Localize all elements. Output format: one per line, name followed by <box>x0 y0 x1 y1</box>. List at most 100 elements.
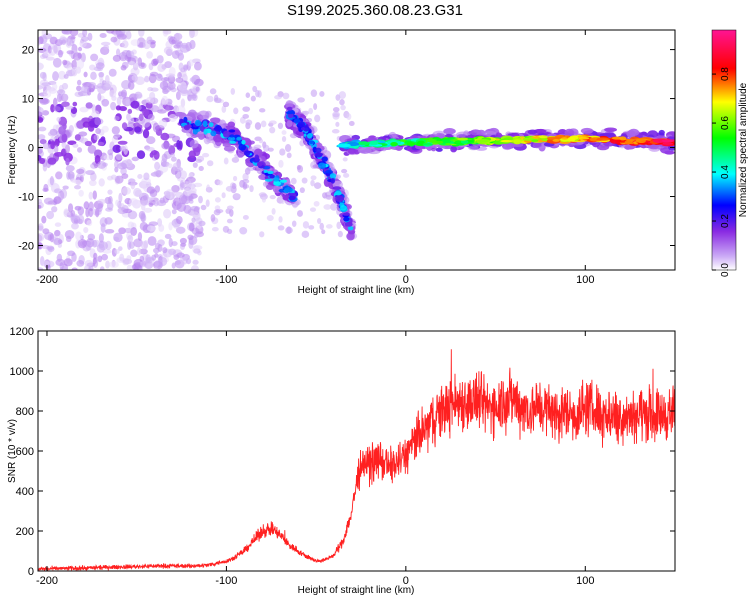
noise-blob <box>126 50 135 58</box>
noise-blob <box>140 241 148 250</box>
noise-blob <box>98 241 109 251</box>
carrier-core <box>427 139 437 143</box>
snr-xtick-label: -200 <box>36 575 58 587</box>
noise-blob <box>188 59 194 67</box>
noise-blob <box>71 222 79 230</box>
noise-blob <box>109 261 119 269</box>
noise-blob <box>146 51 154 59</box>
noise-blob <box>314 114 321 123</box>
noise-blob <box>68 125 74 134</box>
noise-blob <box>217 180 223 186</box>
carrier-core <box>566 137 576 142</box>
noise-blob <box>134 126 142 133</box>
noise-blob <box>138 30 145 37</box>
noise-blob <box>325 224 333 229</box>
noise-blob <box>213 209 221 216</box>
noise-blob <box>98 178 105 187</box>
noise-blob <box>171 262 176 269</box>
descending-track-core <box>256 161 263 167</box>
noise-blob <box>61 142 67 148</box>
second-track-core <box>306 133 313 139</box>
noise-blob <box>225 208 231 214</box>
noise-blob <box>38 223 44 232</box>
noise-blob <box>119 106 128 112</box>
noise-blob <box>54 222 62 227</box>
noise-blob <box>67 250 76 257</box>
carrier-core <box>662 142 674 145</box>
noise-blob <box>319 222 324 231</box>
descending-track-core <box>288 195 296 201</box>
noise-blob <box>110 101 117 111</box>
noise-blob <box>121 173 129 179</box>
noise-blob <box>281 130 287 135</box>
noise-blob <box>109 89 117 98</box>
noise-blob <box>279 148 286 156</box>
noise-blob <box>179 83 188 93</box>
noise-blob <box>200 204 207 211</box>
spectrogram-xtick-label: -100 <box>215 274 237 286</box>
noise-blob <box>296 210 303 217</box>
noise-blob <box>180 256 189 262</box>
carrier-core <box>434 140 444 144</box>
descending-track-core <box>273 177 280 182</box>
carrier-core <box>406 142 416 146</box>
noise-blob <box>202 152 210 158</box>
noise-blob <box>330 203 338 211</box>
noise-blob <box>213 97 222 104</box>
noise-blob <box>171 191 176 197</box>
noise-blob <box>49 233 54 243</box>
noise-blob <box>89 64 96 71</box>
noise-blob <box>188 222 195 232</box>
noise-blob <box>101 253 108 261</box>
spectrogram-ylabel: Frequency (Hz) <box>7 116 18 185</box>
noise-blob <box>162 247 168 254</box>
noise-blob <box>100 136 106 142</box>
noise-blob <box>290 177 297 185</box>
snr-ytick-label: 400 <box>16 486 34 498</box>
noise-blob <box>233 107 239 115</box>
noise-blob <box>141 177 152 185</box>
noise-blob <box>150 87 159 92</box>
noise-blob <box>310 89 318 97</box>
noise-blob <box>166 81 176 91</box>
noise-blob <box>56 253 63 262</box>
noise-blob <box>206 95 214 103</box>
noise-blob <box>97 65 104 72</box>
second-track-core <box>335 195 345 202</box>
noise-blob <box>77 238 88 249</box>
noise-blob <box>77 206 85 216</box>
noise-blob <box>116 96 122 106</box>
noise-blob <box>285 226 293 234</box>
noise-blob <box>242 113 249 119</box>
carrier-core <box>531 139 539 143</box>
descending-track-halo <box>213 134 223 143</box>
noise-blob <box>95 256 102 262</box>
noise-blob <box>114 115 120 121</box>
noise-blob <box>52 57 62 68</box>
noise-blob <box>232 175 238 182</box>
noise-blob <box>146 186 156 194</box>
noise-blob <box>258 138 264 144</box>
noise-blob <box>280 199 285 205</box>
snr-ytick-label: 600 <box>16 446 34 458</box>
carrier-halo <box>468 145 479 151</box>
noise-blob <box>161 142 171 150</box>
spectrogram-ytick-label: -10 <box>18 192 34 204</box>
noise-blob <box>278 216 283 223</box>
descending-track-core <box>241 139 246 145</box>
noise-blob <box>140 260 148 268</box>
noise-blob <box>133 187 142 197</box>
noise-blob <box>269 195 276 200</box>
noise-blob <box>38 106 44 116</box>
noise-blob <box>341 168 348 174</box>
noise-blob <box>191 211 200 218</box>
noise-blob <box>106 30 115 34</box>
descending-track-core <box>208 122 214 127</box>
noise-blob <box>38 204 42 209</box>
noise-blob <box>259 231 265 238</box>
noise-blob <box>56 93 62 103</box>
snr-xtick-label: -100 <box>215 575 237 587</box>
noise-blob <box>128 241 135 249</box>
noise-blob <box>42 187 49 192</box>
